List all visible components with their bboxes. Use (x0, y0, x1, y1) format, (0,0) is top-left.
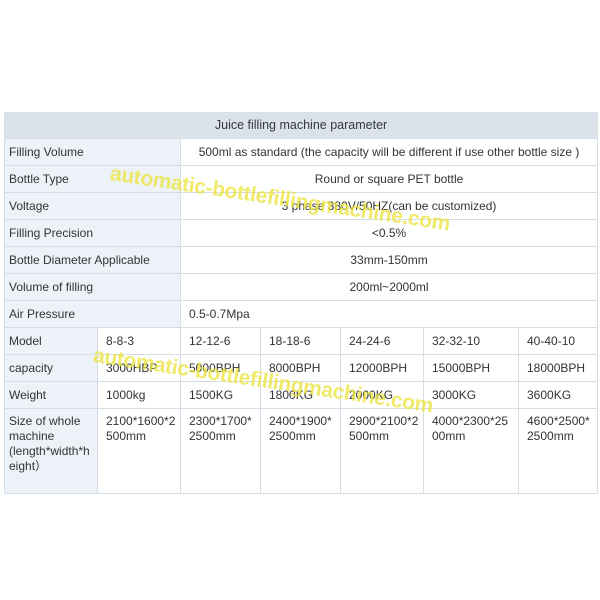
model-value: 18-18-6 (260, 327, 341, 355)
spec-label: Voltage (4, 192, 181, 220)
model-value: 12-12-6 (180, 327, 261, 355)
capacity-value: 18000BPH (517, 354, 599, 382)
size-value: 2300*1700*2500mm (180, 408, 261, 494)
spec-row-voltage: Voltage 3 phase 380V/50HZ(can be customi… (4, 192, 599, 220)
capacity-row: capacity 3000HBP 5000BPH 8000BPH 12000BP… (4, 354, 599, 382)
weight-value: 1500KG (180, 381, 261, 409)
size-value: 2100*1600*2500mm (97, 408, 181, 494)
spec-label: Air Pressure (4, 300, 181, 328)
weight-value: 3000KG (423, 381, 519, 409)
spec-value: 33mm-150mm (179, 246, 599, 274)
spec-label: Bottle Diameter Applicable (4, 246, 181, 274)
size-value: 4600*2500*2500mm (517, 408, 599, 494)
spec-row-air-pressure: Air Pressure 0.5-0.7Mpa (4, 300, 599, 328)
spec-label: Bottle Type (4, 165, 181, 193)
size-row: Size of whole machine (length*width*heig… (4, 408, 599, 494)
capacity-value: 5000BPH (180, 354, 261, 382)
spec-row-filling-precision: Filling Precision <0.5% (4, 219, 599, 247)
capacity-value: 3000HBP (97, 354, 181, 382)
weight-value: 1000kg (97, 381, 181, 409)
spec-value: 200ml~2000ml (179, 273, 599, 301)
model-value: 32-32-10 (423, 327, 519, 355)
size-value: 2400*1900*2500mm (260, 408, 341, 494)
size-value: 2900*2100*2500mm (340, 408, 424, 494)
capacity-value: 8000BPH (260, 354, 341, 382)
model-label: Model (4, 327, 98, 355)
model-value: 24-24-6 (340, 327, 424, 355)
capacity-value: 15000BPH (423, 354, 519, 382)
table-title: Juice filling machine parameter (3, 112, 599, 139)
size-label: Size of whole machine (length*width*heig… (4, 408, 98, 494)
spec-label: Filling Precision (4, 219, 181, 247)
weight-value: 2000KG (340, 381, 424, 409)
capacity-label: capacity (4, 354, 98, 382)
spec-value: 0.5-0.7Mpa (179, 300, 599, 328)
spec-row-bottle-diameter: Bottle Diameter Applicable 33mm-150mm (4, 246, 599, 274)
weight-label: Weight (4, 381, 98, 409)
spec-row-volume-of-filling: Volume of filling 200ml~2000ml (4, 273, 599, 301)
title-row: Juice filling machine parameter (3, 112, 599, 139)
spec-row-filling-volume: Filling Volume 500ml as standard (the ca… (4, 138, 599, 166)
spec-row-bottle-type: Bottle Type Round or square PET bottle (4, 165, 599, 193)
model-value: 8-8-3 (97, 327, 181, 355)
model-value: 40-40-10 (517, 327, 599, 355)
parameter-table: Juice filling machine parameter Filling … (3, 112, 599, 494)
spec-value: Round or square PET bottle (179, 165, 599, 193)
weight-row: Weight 1000kg 1500KG 1800KG 2000KG 3000K… (4, 381, 599, 409)
weight-value: 1800KG (260, 381, 341, 409)
spec-value: 500ml as standard (the capacity will be … (179, 138, 599, 166)
spec-value: <0.5% (179, 219, 599, 247)
spec-label: Filling Volume (4, 138, 181, 166)
model-row: Model 8-8-3 12-12-6 18-18-6 24-24-6 32-3… (4, 327, 599, 355)
spec-value: 3 phase 380V/50HZ(can be customized) (179, 192, 599, 220)
size-value: 4000*2300*2500mm (423, 408, 519, 494)
weight-value: 3600KG (517, 381, 599, 409)
spec-label: Volume of filling (4, 273, 181, 301)
capacity-value: 12000BPH (340, 354, 424, 382)
